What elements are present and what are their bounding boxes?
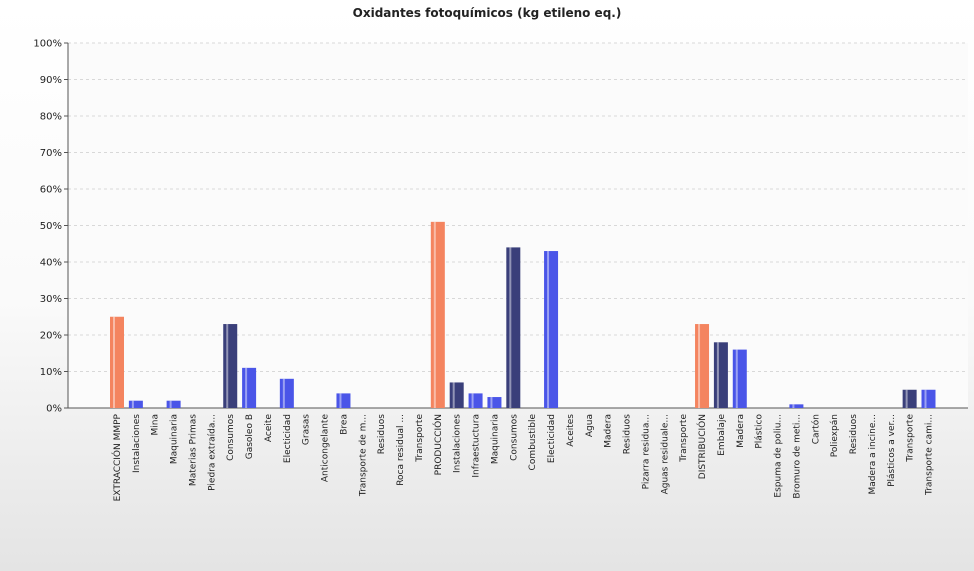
bar-highlight xyxy=(433,221,436,408)
bar-highlight xyxy=(716,342,719,408)
x-tick-label: Transporte de m... xyxy=(358,414,368,497)
bar-highlight xyxy=(339,393,342,408)
bar xyxy=(695,324,710,408)
x-tick-label: Instalaciones xyxy=(132,414,142,473)
y-tick-label: 60% xyxy=(40,185,62,196)
y-tick-label: 50% xyxy=(40,221,62,232)
x-tick-label: Residuos xyxy=(377,414,387,454)
x-tick-label: Electicidad xyxy=(547,414,557,463)
bar-highlight xyxy=(131,400,134,408)
x-tick-label: PRODUCCIÓN xyxy=(432,414,444,475)
x-tick-label: Infraestuctura xyxy=(472,414,482,478)
x-tick-label: Anticongelante xyxy=(321,414,331,483)
x-tick-label: Pizarra residua... xyxy=(641,414,651,489)
bar-highlight xyxy=(698,324,701,408)
x-tick-label: Consumos xyxy=(509,414,519,461)
bar xyxy=(279,378,294,408)
x-tick-label: Transporte xyxy=(415,414,425,463)
x-tick-label: Bromuro de meti... xyxy=(792,414,802,499)
x-tick-label: Roca residual ... xyxy=(396,414,406,486)
x-tick-label: Combustible xyxy=(528,414,538,471)
bar xyxy=(468,393,483,408)
bar xyxy=(449,382,464,408)
bar xyxy=(902,389,917,408)
bar xyxy=(789,404,804,408)
x-tick-label: Aceite xyxy=(264,414,274,443)
x-tick-label: Plásticos a ver... xyxy=(887,414,897,487)
bar-highlight xyxy=(282,378,285,408)
x-tick-label: Consumos xyxy=(226,414,236,461)
bar xyxy=(732,349,747,408)
y-tick-label: 90% xyxy=(40,75,62,86)
bar-highlight xyxy=(509,247,512,408)
x-tick-label: Aguas residuale... xyxy=(660,414,670,494)
x-tick-label: Materias Primas xyxy=(188,414,198,486)
bar xyxy=(430,221,445,408)
x-tick-label: DISTRIBUCIÓN xyxy=(696,414,708,479)
y-tick-label: 100% xyxy=(33,39,62,50)
bar xyxy=(544,251,559,408)
x-tick-label: Maquinaria xyxy=(170,414,180,464)
bar xyxy=(242,367,257,408)
bar xyxy=(921,389,936,408)
x-tick-label: Electicidad xyxy=(283,414,293,463)
x-tick-label: Madera xyxy=(736,414,746,448)
bar xyxy=(128,400,143,408)
chart-title: Oxidantes fotoquímicos (kg etileno eq.) xyxy=(352,6,622,20)
x-tick-label: Instalaciones xyxy=(453,414,463,473)
x-tick-label: Aceites xyxy=(566,414,576,447)
x-tick-label: Brea xyxy=(339,414,349,435)
bar xyxy=(713,342,728,408)
y-tick-label: 70% xyxy=(40,148,62,159)
bar-highlight xyxy=(547,251,550,408)
bar-highlight xyxy=(490,397,493,408)
x-tick-label: Transporte xyxy=(679,414,689,463)
x-tick-label: Gasoleo B xyxy=(245,414,255,459)
bar-highlight xyxy=(792,404,795,408)
x-tick-label: Madera a incine... xyxy=(868,414,878,494)
bar xyxy=(487,397,502,408)
x-tick-label: Plástico xyxy=(755,414,765,449)
bar-highlight xyxy=(735,349,738,408)
y-tick-label: 10% xyxy=(40,367,62,378)
y-tick-label: 30% xyxy=(40,294,62,305)
x-tick-label: Grasas xyxy=(302,414,312,445)
bar xyxy=(336,393,351,408)
bar xyxy=(223,324,238,408)
x-tick-label: Transporte cami... xyxy=(925,414,935,496)
x-tick-label: Madera xyxy=(604,414,614,448)
bar-highlight xyxy=(452,382,455,408)
y-tick-label: 40% xyxy=(40,258,62,269)
bar-highlight xyxy=(924,389,927,408)
bar-highlight xyxy=(113,316,115,408)
y-tick-label: 80% xyxy=(40,112,62,123)
x-tick-label: EXTRACCIÓN MMPP xyxy=(111,413,123,501)
x-tick-label: Embalaje xyxy=(717,414,727,456)
x-tick-label: Transporte xyxy=(906,414,916,463)
x-tick-label: Cartón xyxy=(810,414,821,444)
x-tick-label: Residuos xyxy=(623,414,633,454)
y-tick-label: 20% xyxy=(40,331,62,342)
bar xyxy=(166,400,181,408)
bar-highlight xyxy=(905,389,908,408)
bar-highlight xyxy=(471,393,474,408)
x-tick-label: Residuos xyxy=(849,414,859,454)
bar xyxy=(506,247,521,408)
x-tick-label: Poliexpán xyxy=(830,414,840,457)
y-tick-label: 0% xyxy=(46,404,62,415)
x-tick-label: Agua xyxy=(585,414,595,437)
bar-highlight xyxy=(169,400,172,408)
x-tick-label: Mina xyxy=(151,414,161,436)
x-tick-label: Espuma de poliu... xyxy=(774,414,784,498)
bar xyxy=(110,316,124,408)
bar-highlight xyxy=(245,367,248,408)
x-tick-label: Piedra extraída... xyxy=(207,414,217,491)
x-tick-label: Maquinaria xyxy=(490,414,500,464)
bar-highlight xyxy=(226,324,229,408)
